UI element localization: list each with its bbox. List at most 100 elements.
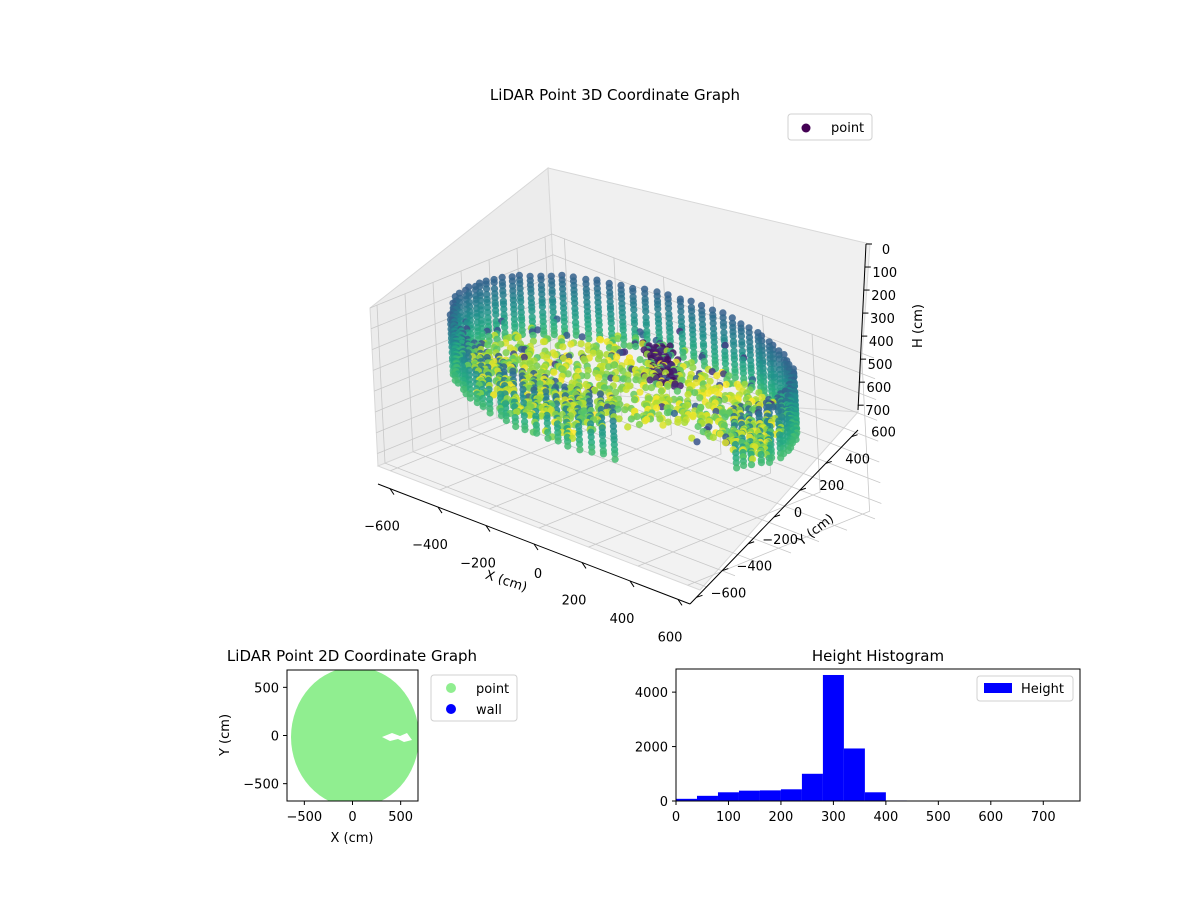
histogram-bar	[717, 792, 739, 801]
y-tick-label-hist: 2000	[635, 741, 668, 756]
x-tick-label-hist: 600	[978, 810, 1003, 825]
data-point-3d	[598, 431, 607, 440]
title-histogram: Height Histogram	[812, 647, 944, 665]
data-point-3d	[664, 382, 672, 390]
data-point-3d	[689, 343, 698, 351]
data-point-3d	[499, 291, 507, 299]
data-point-3d	[624, 376, 632, 384]
data-point-3d	[633, 413, 641, 421]
data-point-3d	[571, 313, 580, 321]
data-point-3d	[482, 285, 491, 293]
z-tick-label-3d: 300	[870, 312, 895, 327]
data-point-3d	[716, 430, 724, 438]
data-point-3d	[757, 459, 766, 467]
data-point-3d	[687, 297, 695, 305]
data-point-3d	[732, 449, 740, 457]
data-point-3d	[599, 450, 608, 458]
data-point-3d	[679, 353, 687, 361]
histogram-bar	[780, 789, 802, 801]
data-point-3d	[709, 325, 718, 333]
x-tick-label-3d: 200	[562, 593, 587, 608]
data-point-3d	[689, 413, 697, 421]
data-point-3d	[583, 293, 591, 301]
data-point-3d	[732, 459, 740, 467]
data-point-3d	[599, 441, 607, 449]
data-point-3d	[747, 461, 756, 469]
xlabel-3d: X (cm)	[483, 568, 529, 596]
data-point-3d	[665, 314, 673, 322]
data-point-3d	[636, 356, 644, 364]
title-2d: LiDAR Point 2D Coordinate Graph	[227, 647, 477, 665]
data-point-3d	[641, 289, 649, 298]
data-point-3d	[609, 417, 617, 425]
data-point-3d	[607, 325, 616, 333]
data-point-3d	[678, 376, 686, 384]
x-tick-label-3d: 600	[658, 630, 683, 645]
data-point-3d	[673, 387, 682, 395]
data-point-3d	[486, 409, 494, 417]
data-point-3d	[528, 307, 536, 315]
histogram-bar	[738, 790, 760, 801]
y-tick-3d	[773, 514, 781, 518]
z-tick-label-3d: 500	[868, 358, 893, 373]
data-point-3d	[713, 372, 721, 380]
data-point-3d	[606, 292, 614, 300]
data-point-3d	[550, 368, 558, 376]
data-point-3d	[511, 323, 519, 332]
z-tick-label-3d: 0	[882, 243, 890, 258]
data-point-3d	[630, 306, 638, 314]
data-point-3d	[721, 439, 730, 447]
data-point-3d	[708, 368, 716, 376]
data-point-3d	[539, 338, 548, 346]
data-point-3d	[502, 349, 510, 357]
data-point-3d	[497, 340, 505, 348]
data-point-3d	[611, 450, 619, 458]
data-point-3d	[614, 405, 622, 413]
z-tick-label-3d: 700	[865, 404, 890, 419]
data-point-3d	[613, 353, 621, 361]
data-point-3d	[560, 317, 568, 326]
data-point-3d	[548, 281, 556, 289]
data-point-3d	[747, 368, 755, 376]
data-point-3d	[618, 294, 626, 302]
data-point-3d	[663, 409, 672, 417]
grid-line-z	[370, 254, 876, 380]
data-point-3d	[499, 282, 507, 290]
data-point-3d	[610, 441, 618, 449]
data-point-3d	[720, 422, 729, 430]
data-point-3d	[697, 301, 706, 310]
ylabel-2d: Y (cm)	[218, 714, 233, 757]
plot-2d: LiDAR Point 2D Coordinate Graph −500 0 500…	[218, 647, 518, 846]
data-point-3d	[653, 404, 661, 412]
data-point-3d	[721, 413, 729, 421]
data-point-3d	[737, 332, 746, 340]
data-point-3d	[607, 319, 615, 327]
data-point-3d	[576, 446, 584, 454]
x-tick-label-3d: 0	[534, 567, 542, 582]
data-point-3d	[728, 314, 736, 322]
grid-line-x	[637, 334, 821, 567]
data-point-3d	[621, 406, 629, 414]
data-point-3d	[731, 373, 739, 381]
data-point-3d	[572, 331, 580, 339]
grid-line-y	[432, 282, 764, 565]
x-tick-label-hist: 300	[821, 810, 846, 825]
y-tick-label-3d: −400	[736, 560, 772, 575]
data-point-3d	[587, 433, 595, 441]
data-point-3d	[721, 395, 729, 403]
data-point-3d	[681, 418, 689, 426]
data-point-3d	[527, 289, 535, 297]
data-point-3d	[776, 379, 785, 387]
data-point-3d	[591, 386, 599, 395]
y-tick-3d	[696, 594, 703, 598]
data-point-3d	[694, 422, 702, 431]
data-point-3d	[733, 464, 741, 472]
data-point-3d	[593, 279, 601, 287]
data-point-3d	[622, 385, 630, 393]
data-point-3d	[544, 428, 552, 436]
data-point-3d	[466, 394, 474, 402]
histogram-bar	[843, 748, 865, 801]
data-point-3d	[605, 363, 613, 371]
data-point-3d	[693, 438, 701, 446]
